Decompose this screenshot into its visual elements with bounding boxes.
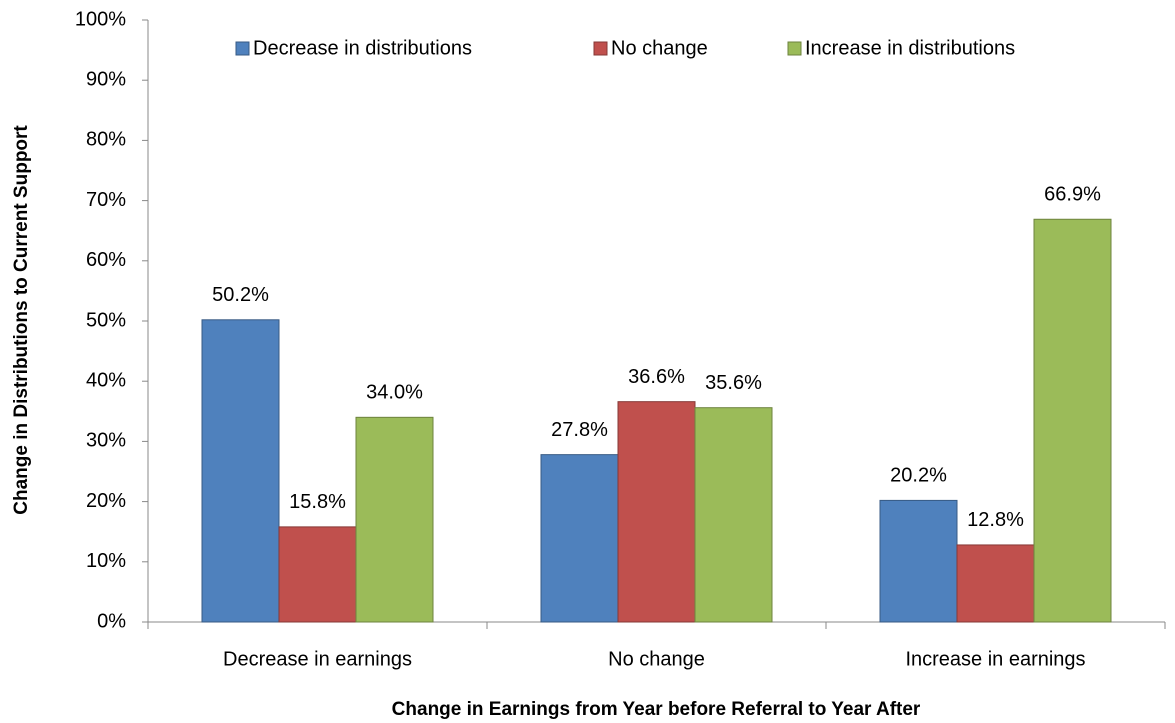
bar [1033,218,1112,623]
bar [694,407,773,623]
y-tick-label: 0% [97,610,126,632]
bar [956,544,1035,623]
legend-swatch [235,41,250,56]
x-tick-label: Decrease in earnings [223,648,412,670]
value-label: 34.0% [366,382,423,404]
value-label: 36.6% [628,366,685,388]
y-tick-label: 80% [86,129,126,151]
legend-label: No change [611,37,708,59]
x-tick-label: Increase in earnings [905,648,1085,670]
y-tick-label: 70% [86,189,126,211]
legend-label: Decrease in distributions [253,37,472,59]
bar [617,401,696,623]
y-tick-label: 30% [86,430,126,452]
value-label: 27.8% [551,419,608,441]
y-tick-label: 100% [75,8,126,30]
value-label: 50.2% [212,284,269,306]
bar [879,499,958,623]
y-tick-label: 90% [86,68,126,90]
x-tick-label: No change [608,648,705,670]
legend-label: Increase in distributions [805,37,1015,59]
value-label: 20.2% [890,465,947,487]
legend-swatch [787,41,802,56]
value-label: 66.9% [1044,184,1101,206]
value-label: 15.8% [289,491,346,513]
y-tick-label: 20% [86,490,126,512]
bar [201,319,280,623]
value-label: 12.8% [967,509,1024,531]
y-tick-label: 50% [86,309,126,331]
bar [278,526,357,623]
bar [540,454,619,623]
y-tick-label: 10% [86,550,126,572]
bar [355,416,434,623]
y-tick-label: 60% [86,249,126,271]
y-axis-label: Change in Distributions to Current Suppo… [11,125,32,515]
y-tick-label: 40% [86,369,126,391]
x-axis-label: Change in Earnings from Year before Refe… [392,699,921,720]
value-label: 35.6% [705,372,762,394]
legend-swatch [593,41,608,56]
